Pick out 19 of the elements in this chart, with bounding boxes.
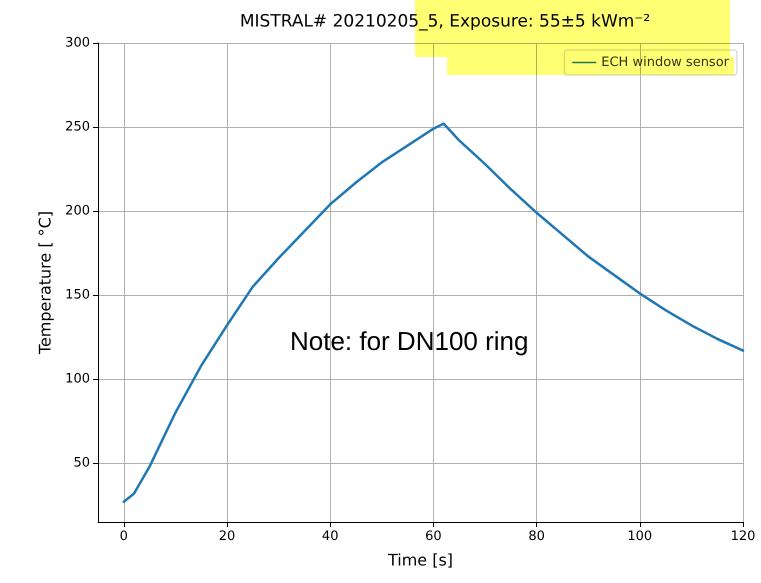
annotation: Note: for DN100 ring xyxy=(290,326,528,356)
y-tick-label: 50 xyxy=(73,456,90,471)
y-tick-label: 200 xyxy=(65,204,90,219)
x-axis-title: Time [s] xyxy=(386,550,454,570)
y-axis-title: Temperature [ °C] xyxy=(36,210,54,356)
x-tick-label: 100 xyxy=(627,529,652,544)
legend-label: ECH window sensor xyxy=(601,55,730,70)
x-tick-label: 40 xyxy=(322,529,338,544)
y-tick-label: 100 xyxy=(65,372,90,387)
x-tick-label: 0 xyxy=(120,529,128,544)
x-tick-label: 80 xyxy=(528,529,545,544)
chart-title: MISTRAL# 20210205_5, Exposure: 55±5 kWm⁻² xyxy=(240,12,650,32)
y-tick-label: 150 xyxy=(65,288,90,303)
line-series xyxy=(122,122,744,504)
x-tick-label: 120 xyxy=(730,529,756,544)
y-tick-label: 250 xyxy=(65,120,90,135)
x-tick-label: 20 xyxy=(218,529,236,544)
y-tick-label: 300 xyxy=(65,36,90,50)
x-tick-label: 60 xyxy=(425,529,442,544)
